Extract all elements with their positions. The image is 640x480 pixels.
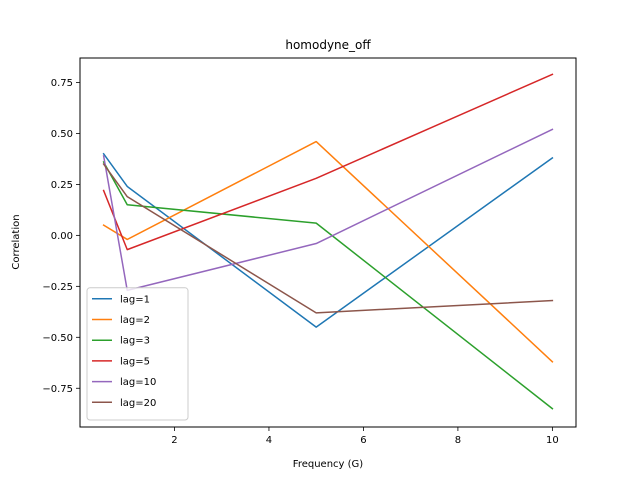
chart-title: homodyne_off	[285, 38, 371, 52]
legend-label: lag=20	[120, 398, 156, 409]
legend-label: lag=1	[120, 294, 150, 305]
y-tick-label: 0.75	[51, 78, 73, 89]
y-tick-label: −0.50	[42, 333, 73, 344]
y-tick-label: 0.50	[51, 129, 73, 140]
series-line-lag-10	[102, 128, 554, 292]
legend-label: lag=10	[120, 377, 156, 388]
y-tick-label: 0.00	[51, 231, 73, 242]
plot-frame	[79, 57, 577, 428]
x-tick-label: 4	[266, 435, 272, 446]
legend-box	[86, 287, 189, 421]
legend-label: lag=3	[120, 336, 150, 347]
legend-label: lag=5	[120, 356, 150, 367]
y-axis: −0.75 −0.50 −0.25 0.00 0.25 0.50 0.75	[42, 78, 80, 395]
y-tick-label: −0.75	[42, 384, 73, 395]
series-line-lag-20	[102, 162, 554, 314]
x-tick-label: 10	[546, 435, 559, 446]
y-tick-label: −0.25	[42, 282, 73, 293]
y-tick-label: 0.25	[51, 180, 73, 191]
y-axis-label: Correlation	[11, 214, 22, 269]
series-line-lag-2	[102, 140, 554, 363]
x-axis: 2 4 6 8 10	[171, 427, 559, 446]
legend-label: lag=2	[120, 315, 150, 326]
series-line-lag-1	[102, 152, 554, 328]
x-tick-label: 6	[360, 435, 366, 446]
legend: lag=1 lag=2 lag=3 lag=5 lag=10 lag=20	[86, 287, 189, 421]
x-tick-label: 2	[171, 435, 177, 446]
x-tick-label: 8	[455, 435, 461, 446]
x-axis-label: Frequency (G)	[293, 459, 363, 470]
plot-lines	[102, 73, 554, 410]
